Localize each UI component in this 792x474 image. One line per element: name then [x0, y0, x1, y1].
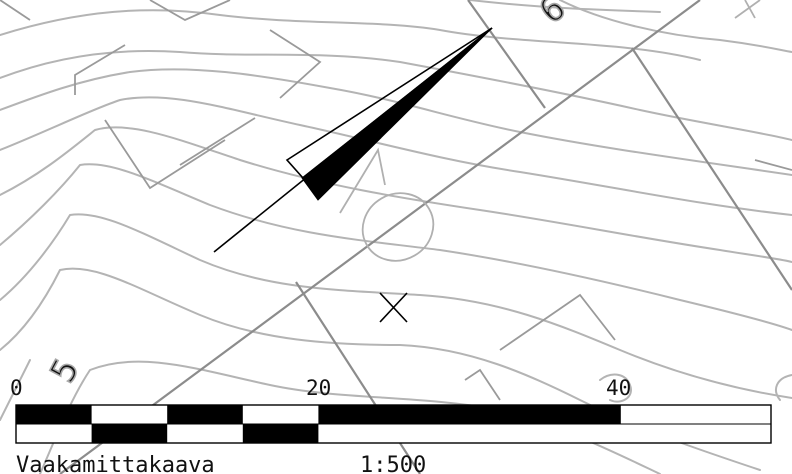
corner-mark: [744, 0, 756, 19]
contour-line: [0, 213, 792, 399]
scale-segment: [318, 405, 621, 424]
contour-line: [0, 359, 31, 421]
contour-label: 6: [532, 0, 573, 32]
parcel-outline: [104, 119, 226, 190]
parcel-outline: [464, 368, 501, 401]
contour-line: [775, 374, 792, 401]
contour-line: [0, 163, 792, 331]
contour-line: [559, 0, 792, 53]
contour-line: [0, 9, 701, 61]
contour-line: [0, 96, 792, 216]
slope-symbol: [339, 147, 386, 214]
contour-line: [599, 373, 632, 403]
parcel-outline: [0, 0, 31, 21]
scale-segment: [242, 424, 319, 443]
scale-segment: [16, 405, 92, 424]
parcel-outline: [149, 0, 231, 22]
parcel-outline: [754, 159, 792, 171]
parcel-lines: [0, 0, 792, 401]
contour-line: [0, 49, 792, 141]
survey-cross-icon: [379, 292, 408, 323]
parcel-outline: [74, 44, 126, 95]
parcel-outline: [179, 117, 256, 166]
corner-mark: [734, 0, 761, 19]
grid-line: [631, 47, 792, 291]
scale-tick-label: 40: [606, 376, 631, 400]
scale-segment: [167, 405, 243, 424]
parcel-outline: [269, 29, 322, 99]
scale-tick-label: 0: [10, 376, 23, 400]
contour-label: 5: [43, 352, 88, 389]
grid-line: [467, 0, 546, 109]
contour-line: [0, 68, 792, 176]
parcel-outline: [499, 293, 616, 351]
scale-segment: [91, 424, 168, 443]
scale-tick-label: 20: [306, 376, 331, 400]
scale-bar: 0 20 40 Vaakamittakaava 1:500: [10, 376, 772, 474]
contour-line: [0, 126, 792, 263]
north-arrow-icon: [213, 27, 493, 253]
contour-labels: 5 6: [42, 0, 574, 390]
grid-lines: [59, 0, 792, 474]
scale-ratio: 1:500: [360, 453, 426, 474]
tree-symbol: [361, 192, 435, 262]
scale-caption: Vaakamittakaava: [16, 453, 215, 474]
grid-line: [59, 0, 701, 474]
contour-line: [469, 0, 661, 13]
map-features: [339, 0, 761, 262]
